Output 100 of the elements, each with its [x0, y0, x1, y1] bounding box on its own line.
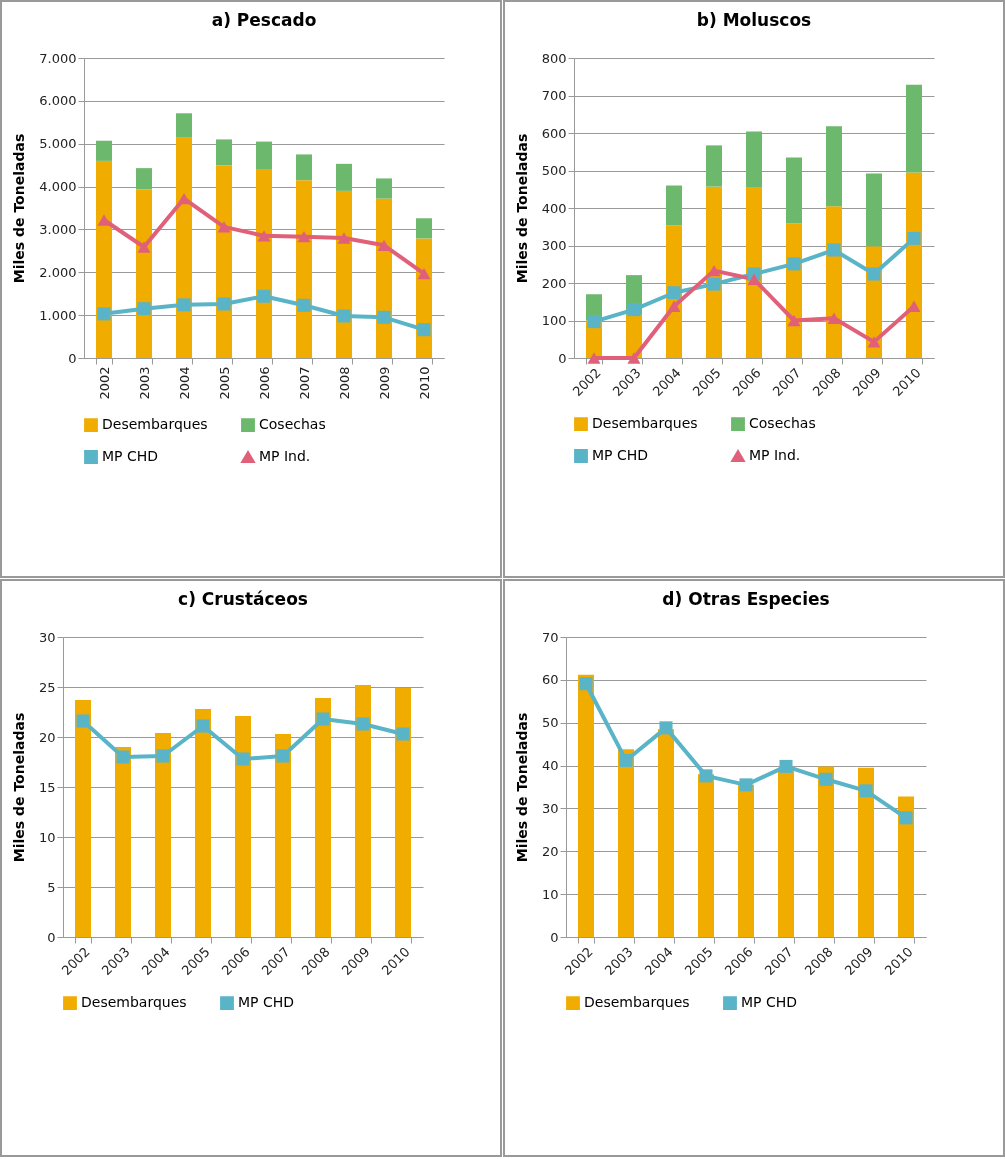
bar: [176, 113, 192, 138]
point: [297, 231, 311, 243]
point: [859, 784, 873, 798]
point: [819, 772, 833, 786]
point: [76, 714, 90, 728]
y-tick-label: 0: [558, 350, 567, 366]
point: [356, 717, 370, 731]
point: [867, 336, 881, 348]
point: [587, 315, 601, 329]
chart-title: b) Moluscos: [696, 10, 812, 30]
bar: [666, 185, 682, 226]
bar: [818, 766, 834, 937]
bar: [96, 140, 112, 161]
point: [297, 298, 311, 312]
y-tick-label: 600: [541, 125, 567, 141]
point: [377, 239, 391, 251]
y-tick-label: 10: [38, 829, 56, 845]
bar: [395, 688, 411, 937]
bar: [275, 734, 291, 937]
chart-title: d) Otras Especies: [662, 589, 830, 609]
y-tick-label: 50: [541, 715, 559, 731]
bar: [898, 796, 914, 937]
y-axis-title: Miles de Toneladas: [513, 712, 530, 863]
point: [627, 352, 641, 364]
legend-label: MP CHD: [741, 994, 798, 1011]
y-tick-label: 15: [38, 779, 56, 795]
point: [667, 286, 681, 300]
bar: [176, 137, 192, 358]
legend-label: Cosechas: [259, 416, 326, 433]
y-tick-label: 30: [38, 629, 56, 645]
point: [396, 727, 410, 741]
bar: [416, 218, 432, 239]
bar: [75, 700, 91, 937]
point: [177, 298, 191, 312]
y-tick-label: 25: [38, 679, 56, 695]
y-tick-label: 6.000: [39, 93, 77, 109]
x-tick-label: 2006: [256, 366, 272, 400]
y-tick-label: 7.000: [39, 50, 77, 66]
chart-title: c) Crustáceos: [178, 589, 308, 609]
point: [97, 307, 111, 321]
bar: [216, 139, 232, 166]
bar: [746, 187, 762, 358]
bar: [658, 729, 674, 937]
y-tick-label: 0: [47, 929, 56, 945]
point: [236, 752, 250, 766]
y-tick-label: 5.000: [39, 136, 77, 152]
point: [899, 811, 913, 825]
point: [907, 231, 921, 245]
bar: [866, 173, 882, 247]
y-tick-label: 5: [47, 879, 56, 895]
bar: [136, 168, 152, 190]
point: [337, 309, 351, 323]
point: [627, 303, 641, 317]
y-axis-title: Miles de Toneladas: [11, 133, 28, 284]
point: [377, 310, 391, 324]
y-tick-label: 500: [541, 163, 567, 178]
point: [137, 302, 151, 316]
y-tick-label: 800: [541, 50, 567, 66]
point: [417, 267, 431, 280]
point: [417, 323, 431, 337]
bar: [578, 674, 594, 937]
point: [116, 750, 130, 764]
y-tick-label: 40: [541, 758, 559, 774]
y-tick-label: 2.000: [39, 264, 77, 280]
point: [787, 257, 801, 271]
x-tick-label: 2004: [176, 366, 192, 400]
point: [276, 749, 290, 763]
point: [659, 721, 673, 735]
y-tick-label: 30: [541, 800, 559, 816]
y-tick-label: 4.000: [39, 179, 77, 195]
legend-label: Desembarques: [592, 415, 698, 432]
bar: [698, 774, 714, 937]
bar: [355, 685, 371, 937]
y-axis-title: Miles de Toneladas: [10, 712, 27, 863]
bar: [738, 784, 754, 937]
y-tick-label: 300: [541, 238, 567, 253]
legend-label: MP CHD: [102, 448, 159, 464]
bar: [906, 84, 922, 173]
legend-label: Desembarques: [102, 416, 208, 433]
bar: [96, 160, 112, 358]
point: [747, 273, 761, 285]
bar: [296, 154, 312, 181]
point: [867, 267, 881, 281]
y-tick-label: 20: [541, 843, 559, 859]
y-tick-label: 100: [541, 313, 567, 328]
x-tick-label: 2007: [296, 366, 312, 400]
bar: [906, 172, 922, 358]
bar: [376, 178, 392, 199]
x-tick-label: 2010: [416, 366, 432, 400]
y-tick-label: 700: [541, 88, 567, 103]
bar: [618, 749, 634, 937]
y-tick-label: 3.000: [39, 221, 77, 237]
point: [787, 314, 801, 327]
point: [217, 297, 231, 311]
x-tick-label: 2005: [216, 366, 232, 400]
point: [257, 230, 271, 242]
point: [156, 749, 170, 763]
x-tick-label: 2002: [96, 366, 112, 400]
point: [196, 719, 210, 733]
y-tick-label: 0: [550, 929, 559, 945]
